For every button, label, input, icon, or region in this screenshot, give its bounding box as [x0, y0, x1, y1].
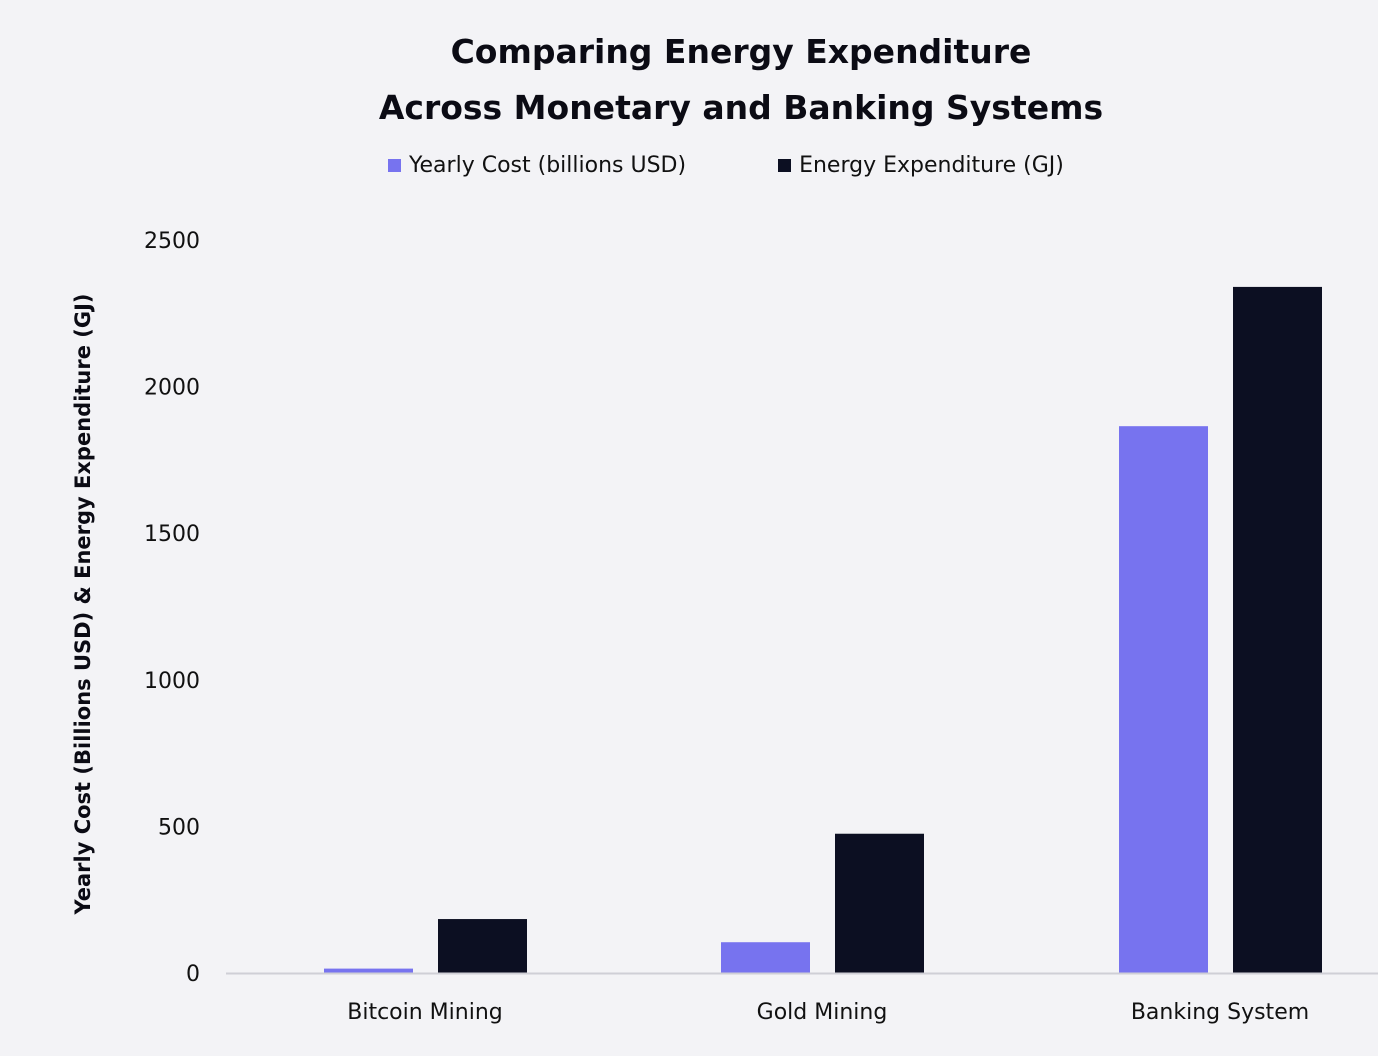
- x-tick-label: Banking System: [1131, 1000, 1309, 1025]
- legend-item-energy-expenditure: Energy Expenditure (GJ): [778, 153, 1064, 178]
- bar-yearly-cost-banking-system: [1119, 426, 1208, 973]
- bar-energy-expenditure-banking-system: [1233, 286, 1322, 973]
- chart-title-line-2: Across Monetary and Banking Systems: [378, 88, 1104, 127]
- bar-energy-expenditure-bitcoin-mining: [438, 919, 527, 973]
- legend-swatch-energy-expenditure: [778, 158, 792, 172]
- x-tick-label: Bitcoin Mining: [347, 1000, 503, 1025]
- x-tick-label: Gold Mining: [757, 1000, 888, 1025]
- y-tick-label: 1000: [144, 669, 200, 694]
- bar-energy-expenditure-gold-mining: [835, 833, 924, 973]
- chart-title-line-1: Comparing Energy Expenditure: [450, 32, 1032, 71]
- y-tick-label: 0: [186, 962, 200, 987]
- legend-label-energy-expenditure: Energy Expenditure (GJ): [799, 152, 1064, 178]
- y-tick-label: 500: [158, 815, 200, 840]
- legend-label-yearly-cost: Yearly Cost (billions USD): [409, 152, 687, 178]
- legend-item-yearly-cost: Yearly Cost (billions USD): [388, 153, 686, 178]
- legend-swatch-yearly-cost: [388, 158, 401, 172]
- y-tick-label: 1500: [144, 522, 200, 547]
- y-tick-label: 2000: [144, 376, 200, 401]
- y-tick-label: 2500: [144, 229, 200, 254]
- bar-yearly-cost-bitcoin-mining: [324, 968, 413, 973]
- legend: Yearly Cost (billions USD) Energy Expend…: [388, 150, 1064, 180]
- bar-yearly-cost-gold-mining: [721, 942, 810, 973]
- chart-title: Comparing Energy Expenditure Across Mone…: [0, 24, 1378, 136]
